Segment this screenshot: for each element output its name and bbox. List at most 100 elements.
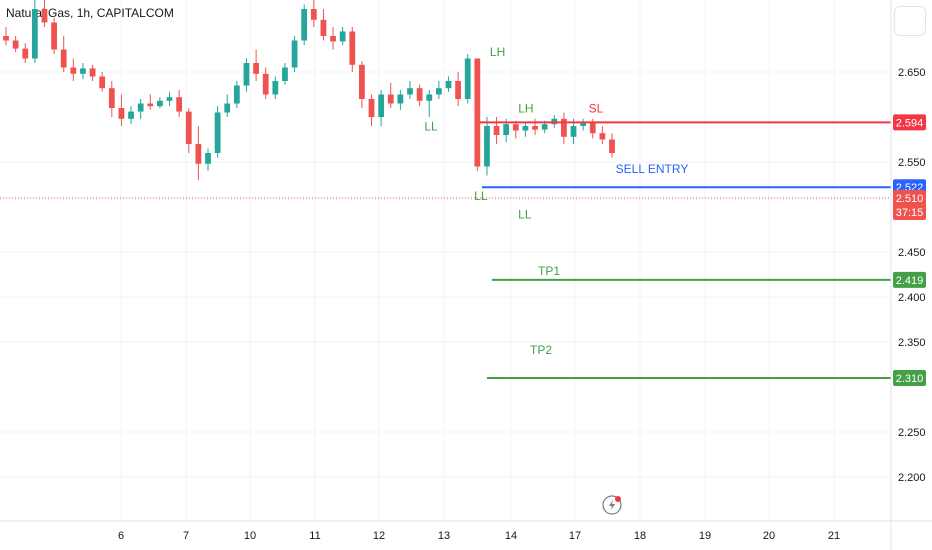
date-tick-label: 13 xyxy=(438,530,450,542)
candle-body xyxy=(166,97,173,101)
candle xyxy=(22,43,29,63)
candle-body xyxy=(147,103,154,107)
candle xyxy=(205,148,211,171)
candle-body xyxy=(22,48,29,59)
candle-body xyxy=(455,81,461,99)
price-axis[interactable]: 2.650 2.550 2.450 2.400 2.350 2.250 2.200 xyxy=(898,67,926,484)
candle-body xyxy=(387,94,394,104)
candle-body xyxy=(570,126,577,137)
candle xyxy=(195,126,202,180)
candle xyxy=(359,61,365,108)
price-tick-label: 2.250 xyxy=(898,427,926,439)
candle xyxy=(455,72,461,107)
candle xyxy=(137,99,144,119)
candle-body xyxy=(157,100,163,107)
price-tick-label: 2.650 xyxy=(898,67,926,79)
level-label: TP1 xyxy=(538,264,560,278)
chart-grid xyxy=(0,0,891,521)
candle xyxy=(445,76,452,92)
swing-label: LL xyxy=(518,208,532,222)
candle-body xyxy=(243,63,250,86)
candle-body xyxy=(589,122,596,134)
candle-body xyxy=(330,36,336,42)
candle-body xyxy=(89,68,96,77)
candle xyxy=(214,106,221,158)
candle xyxy=(3,27,9,45)
swing-label: LH xyxy=(518,102,533,116)
candle-body xyxy=(599,133,606,140)
level-label: SL xyxy=(589,101,604,115)
candle-body xyxy=(118,108,125,119)
candle xyxy=(397,90,404,110)
candlestick-series xyxy=(3,0,615,180)
last-price-text: 2.510 xyxy=(896,193,924,205)
date-tick-label: 18 xyxy=(634,530,646,542)
candle-body xyxy=(3,36,9,41)
candle-body xyxy=(128,111,134,119)
candle xyxy=(580,118,587,131)
candle xyxy=(349,27,356,72)
candle-body xyxy=(397,94,404,104)
candle xyxy=(60,36,67,72)
candle xyxy=(310,0,317,27)
candle-body xyxy=(349,31,356,65)
candle-body xyxy=(272,81,279,95)
candle xyxy=(118,94,125,126)
candle-body xyxy=(580,122,587,126)
candle-body xyxy=(31,9,38,59)
level-label: TP2 xyxy=(530,343,552,357)
price-badge-text: 2.594 xyxy=(896,117,924,129)
candle-body xyxy=(484,126,490,167)
candle-body xyxy=(310,9,317,20)
candle-body xyxy=(262,73,269,95)
trade-levels: SL SELL ENTRY TP1 TP2 xyxy=(0,101,891,379)
candle-body xyxy=(41,9,48,23)
price-badge-text: 2.310 xyxy=(896,373,924,385)
time-axis[interactable]: 6 7 10 11 12 13 14 17 18 19 20 21 xyxy=(118,530,840,542)
candle xyxy=(493,117,500,144)
candle-body xyxy=(609,139,615,153)
candle xyxy=(185,108,192,153)
swing-label: LL xyxy=(474,189,488,203)
candle xyxy=(609,133,615,158)
candle xyxy=(291,36,298,72)
candle-body xyxy=(493,126,500,135)
candle-body xyxy=(368,99,375,117)
price-badge-text: 2.419 xyxy=(896,275,924,287)
candle xyxy=(512,120,519,139)
candle-body xyxy=(176,97,183,112)
candle xyxy=(89,64,96,81)
candle xyxy=(31,0,38,63)
candle xyxy=(99,72,106,92)
candle-body xyxy=(474,58,481,167)
candle xyxy=(368,94,375,126)
candle xyxy=(301,4,308,45)
candle-body xyxy=(426,94,433,101)
candle-body xyxy=(195,144,202,164)
candle xyxy=(387,82,394,108)
candle xyxy=(147,94,154,110)
candle xyxy=(330,27,336,50)
candle-body xyxy=(407,88,413,95)
candle xyxy=(522,121,529,137)
candle xyxy=(51,18,57,54)
candle-body xyxy=(435,88,442,95)
candle xyxy=(320,9,327,41)
candle-body xyxy=(282,67,288,81)
candle xyxy=(272,76,279,99)
price-tick-label: 2.350 xyxy=(898,337,926,349)
candle xyxy=(435,81,442,99)
chart-settings-button[interactable] xyxy=(894,6,926,36)
candle-body xyxy=(205,153,211,164)
candle xyxy=(484,117,490,176)
candle xyxy=(12,36,19,53)
candle xyxy=(599,126,606,144)
date-tick-label: 21 xyxy=(828,530,840,542)
lightning-icon[interactable] xyxy=(602,495,622,515)
candle xyxy=(282,63,288,85)
candle-body xyxy=(464,58,471,99)
date-tick-label: 7 xyxy=(183,530,189,542)
candle-body xyxy=(224,103,231,113)
